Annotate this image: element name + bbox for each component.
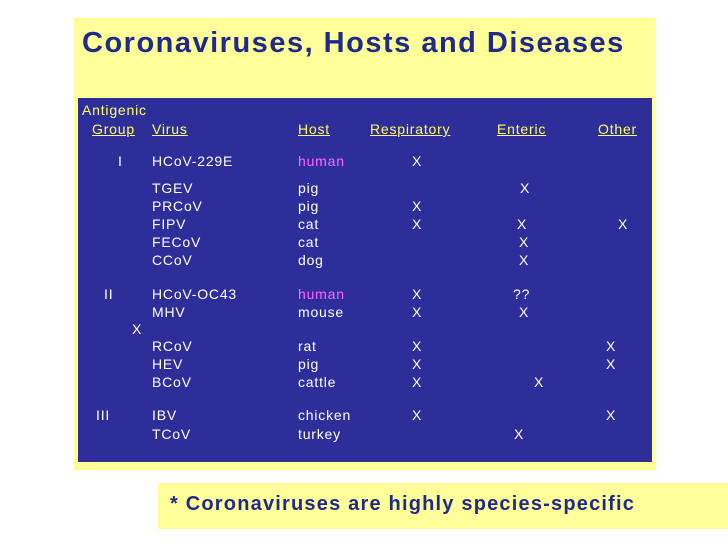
- cell-group: X: [132, 321, 143, 337]
- cell-group: III: [96, 407, 111, 423]
- header-other: Other: [598, 121, 638, 137]
- cell-host: pig: [298, 356, 320, 372]
- table-frame: Antigenic Group Virus Host Respiratory E…: [74, 94, 656, 470]
- cell-respiratory: X: [412, 304, 423, 320]
- cell-respiratory: X: [412, 407, 423, 423]
- cell-host: mouse: [298, 304, 345, 320]
- cell-virus: FIPV: [152, 216, 187, 232]
- cell-enteric: X: [514, 426, 525, 442]
- cell-respiratory: X: [412, 356, 423, 372]
- cell-other: X: [606, 338, 617, 354]
- cell-virus: MHV: [152, 304, 186, 320]
- cell-respiratory: X: [412, 216, 423, 232]
- cell-respiratory: X: [412, 374, 423, 390]
- header-virus: Virus: [152, 121, 188, 137]
- cell-host: cat: [298, 234, 320, 250]
- cell-virus: HCoV-229E: [152, 153, 234, 169]
- cell-host: turkey: [298, 426, 341, 442]
- cell-host: chicken: [298, 407, 352, 423]
- cell-enteric: X: [534, 374, 545, 390]
- cell-host: cat: [298, 216, 320, 232]
- cell-enteric: X: [519, 304, 530, 320]
- cell-virus: TGEV: [152, 180, 194, 196]
- cell-virus: BCoV: [152, 374, 192, 390]
- cell-enteric: X: [517, 216, 528, 232]
- cell-virus: PRCoV: [152, 198, 203, 214]
- cell-host: rat: [298, 338, 317, 354]
- cell-virus: IBV: [152, 407, 177, 423]
- cell-enteric: X: [519, 234, 530, 250]
- cell-respiratory: X: [412, 153, 423, 169]
- cell-host: pig: [298, 198, 320, 214]
- cell-virus: TCoV: [152, 426, 191, 442]
- cell-enteric: X: [520, 180, 531, 196]
- footnote-box: * Coronaviruses are highly species-speci…: [158, 483, 728, 529]
- cell-respiratory: X: [412, 338, 423, 354]
- cell-virus: CCoV: [152, 252, 193, 268]
- slide-title: Coronaviruses, Hosts and Diseases: [82, 27, 625, 59]
- cell-enteric: X: [519, 252, 530, 268]
- cell-other: X: [618, 216, 629, 232]
- cell-respiratory: X: [412, 286, 423, 302]
- cell-group: II: [104, 286, 114, 302]
- cell-host: dog: [298, 252, 324, 268]
- coronavirus-table: Antigenic Group Virus Host Respiratory E…: [78, 98, 652, 462]
- cell-host: pig: [298, 180, 320, 196]
- antigenic-label: Antigenic: [82, 102, 147, 118]
- header-enteric: Enteric: [497, 121, 547, 137]
- cell-other: X: [606, 356, 617, 372]
- cell-enteric: ??: [513, 286, 531, 302]
- cell-virus: HEV: [152, 356, 184, 372]
- cell-virus: FECoV: [152, 234, 202, 250]
- cell-host: human: [298, 153, 345, 169]
- cell-other: X: [606, 407, 617, 423]
- header-respiratory: Respiratory: [370, 121, 451, 137]
- title-box: Coronaviruses, Hosts and Diseases: [74, 18, 656, 94]
- header-host: Host: [298, 121, 330, 137]
- cell-respiratory: X: [412, 198, 423, 214]
- cell-virus: HCoV-OC43: [152, 286, 238, 302]
- cell-group: I: [118, 153, 123, 169]
- cell-virus: RCoV: [152, 338, 193, 354]
- header-group: Group: [92, 121, 135, 137]
- species-specific-footnote: * Coronaviruses are highly species-speci…: [170, 493, 636, 515]
- cell-host: human: [298, 286, 345, 302]
- cell-host: cattle: [298, 374, 337, 390]
